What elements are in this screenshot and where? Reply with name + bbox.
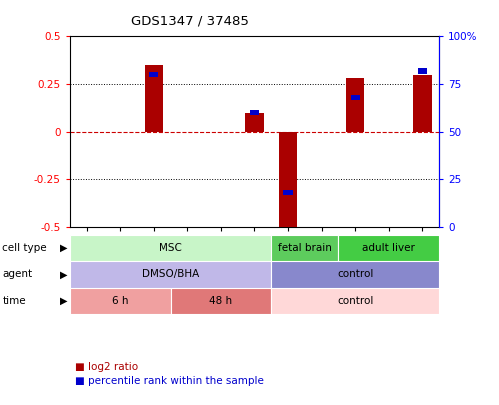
Text: DMSO/BHA: DMSO/BHA — [142, 269, 199, 279]
Bar — [70, 261, 271, 288]
Bar — [245, 113, 263, 132]
Text: control: control — [337, 269, 373, 279]
Text: ▶: ▶ — [60, 296, 67, 306]
Text: ■ percentile rank within the sample: ■ percentile rank within the sample — [75, 376, 264, 386]
Bar — [171, 288, 271, 314]
Bar — [70, 288, 171, 314]
Bar — [346, 78, 364, 132]
Bar — [413, 75, 432, 132]
Text: agent: agent — [2, 269, 32, 279]
Bar — [271, 288, 439, 314]
Text: MSC: MSC — [159, 243, 182, 253]
Bar — [351, 94, 360, 100]
Text: time: time — [2, 296, 26, 306]
Bar — [283, 190, 293, 195]
Text: fetal brain: fetal brain — [278, 243, 332, 253]
Bar — [418, 68, 427, 74]
Text: control: control — [337, 296, 373, 306]
Bar — [149, 72, 158, 77]
Text: 48 h: 48 h — [210, 296, 233, 306]
Text: 6 h: 6 h — [112, 296, 128, 306]
Text: ▶: ▶ — [60, 269, 67, 279]
Bar — [70, 235, 271, 261]
Bar — [279, 132, 297, 230]
Bar — [145, 65, 163, 132]
Bar — [338, 235, 439, 261]
Text: GDS1347 / 37485: GDS1347 / 37485 — [131, 14, 249, 27]
Bar — [250, 110, 259, 115]
Bar — [271, 235, 338, 261]
Text: cell type: cell type — [2, 243, 47, 253]
Text: adult liver: adult liver — [362, 243, 415, 253]
Text: ▶: ▶ — [60, 243, 67, 253]
Bar — [271, 261, 439, 288]
Text: ■ log2 ratio: ■ log2 ratio — [75, 362, 138, 371]
